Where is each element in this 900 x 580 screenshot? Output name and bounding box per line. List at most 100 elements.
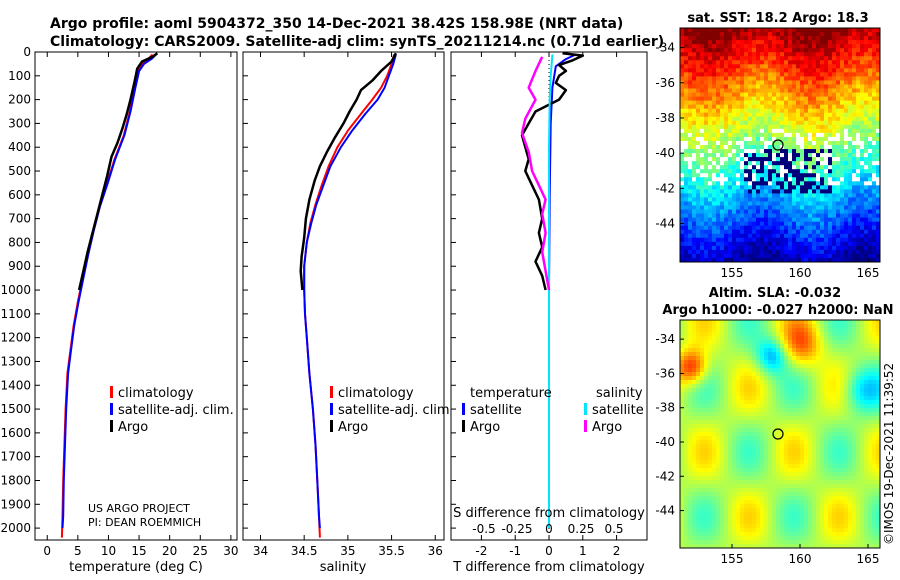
- heatmap-cell: [864, 360, 869, 365]
- heatmap-cell: [684, 165, 689, 170]
- heatmap-cell: [692, 140, 697, 146]
- heatmap-cell: [760, 44, 765, 49]
- heatmap-cell: [868, 464, 873, 469]
- heatmap-cell: [732, 136, 737, 142]
- heatmap-cell: [808, 332, 813, 337]
- heatmap-cell: [864, 440, 869, 445]
- heatmap-cell: [856, 165, 861, 170]
- heatmap-cell: [820, 388, 825, 393]
- heatmap-cell: [796, 56, 801, 61]
- heatmap-cell: [788, 36, 793, 41]
- heatmap-cell: [680, 189, 685, 194]
- heatmap-cell: [728, 420, 733, 425]
- heatmap-cell: [760, 257, 765, 263]
- heatmap-cell: [696, 84, 701, 89]
- heatmap-cell: [696, 344, 701, 349]
- heatmap-cell: [772, 136, 777, 142]
- heatmap-cell: [696, 332, 701, 337]
- heatmap-cell: [684, 60, 689, 65]
- heatmap-cell: [692, 428, 697, 433]
- heatmap-cell: [712, 233, 717, 239]
- heatmap-cell: [804, 44, 809, 49]
- heatmap-cell: [800, 380, 805, 385]
- heatmap-cell: [784, 80, 789, 85]
- heatmap-cell: [732, 140, 737, 146]
- heatmap-cell: [856, 428, 861, 433]
- heatmap-cell: [828, 161, 833, 166]
- heatmap-cell: [836, 416, 841, 421]
- heatmap-cell: [720, 52, 725, 57]
- heatmap-cell: [820, 221, 825, 227]
- heatmap-cell: [732, 44, 737, 49]
- heatmap-cell: [720, 245, 725, 251]
- heatmap-cell: [808, 249, 813, 255]
- heatmap-cell: [692, 408, 697, 413]
- heatmap-cell: [836, 404, 841, 409]
- heatmap-cell: [848, 217, 853, 223]
- heatmap-cell: [700, 336, 705, 341]
- heatmap-cell: [832, 340, 837, 345]
- heatmap-cell: [740, 328, 745, 333]
- heatmap-cell: [860, 388, 865, 393]
- heatmap-cell: [816, 249, 821, 255]
- heatmap-cell: [684, 56, 689, 61]
- heatmap-cell: [820, 424, 825, 429]
- heatmap-cell: [856, 88, 861, 93]
- heatmap-cell: [728, 32, 733, 37]
- heatmap-cell: [720, 356, 725, 361]
- heatmap-cell: [864, 197, 869, 202]
- heatmap-cell: [784, 436, 789, 441]
- heatmap-cell: [784, 444, 789, 449]
- heatmap-cell: [876, 440, 881, 445]
- heatmap-cell: [712, 64, 717, 69]
- heatmap-cell: [772, 388, 777, 393]
- heatmap-cell: [864, 193, 869, 198]
- heatmap-cell: [772, 132, 777, 138]
- heatmap-cell: [756, 48, 761, 53]
- heatmap-cell: [708, 124, 713, 130]
- heatmap-cell: [688, 128, 693, 134]
- heatmap-cell: [716, 40, 721, 45]
- heatmap-cell: [712, 128, 717, 134]
- heatmap-cell: [840, 241, 845, 247]
- heatmap-cell: [776, 253, 781, 259]
- heatmap-cell: [684, 424, 689, 429]
- heatmap-cell: [720, 201, 725, 206]
- heatmap-cell: [708, 64, 713, 69]
- heatmap-cell: [812, 145, 817, 150]
- heatmap-cell: [712, 189, 717, 194]
- heatmap-cell: [736, 432, 741, 437]
- heatmap-cell: [684, 372, 689, 377]
- heatmap-cell: [812, 424, 817, 429]
- heatmap-cell: [768, 72, 773, 77]
- heatmap-cell: [768, 352, 773, 357]
- heatmap-cell: [736, 149, 741, 154]
- heatmap-cell: [828, 56, 833, 61]
- heatmap-cell: [836, 233, 841, 239]
- heatmap-cell: [716, 468, 721, 473]
- heatmap-cell: [780, 448, 785, 453]
- heatmap-cell: [704, 197, 709, 202]
- heatmap-cell: [712, 68, 717, 73]
- heatmap-cell: [688, 116, 693, 122]
- heatmap-cell: [832, 72, 837, 77]
- heatmap-cell: [680, 205, 685, 210]
- heatmap-cell: [868, 237, 873, 243]
- heatmap-cell: [680, 104, 685, 110]
- heatmap-cell: [772, 221, 777, 227]
- heatmap-cell: [684, 456, 689, 461]
- heatmap-cell: [744, 136, 749, 142]
- heatmap-cell: [824, 404, 829, 409]
- heatmap-cell: [716, 64, 721, 69]
- heatmap-cell: [852, 344, 857, 349]
- heatmap-cell: [688, 132, 693, 138]
- heatmap-cell: [796, 197, 801, 202]
- heatmap-cell: [716, 233, 721, 239]
- heatmap-cell: [796, 108, 801, 114]
- heatmap-cell: [740, 348, 745, 353]
- heatmap-cell: [860, 408, 865, 413]
- heatmap-cell: [836, 136, 841, 142]
- heatmap-cell: [744, 36, 749, 41]
- heatmap-cell: [736, 352, 741, 357]
- heatmap-cell: [856, 344, 861, 349]
